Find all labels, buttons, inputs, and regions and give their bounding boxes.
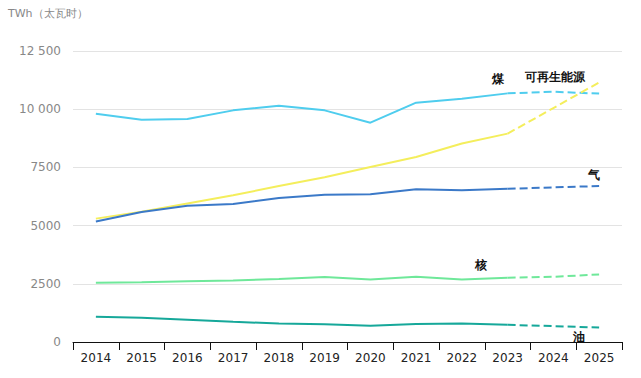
svg-text:5000: 5000 xyxy=(30,219,61,233)
svg-text:2015: 2015 xyxy=(126,351,157,365)
svg-text:7500: 7500 xyxy=(30,160,61,174)
svg-text:12 500: 12 500 xyxy=(19,44,61,58)
svg-text:煤: 煤 xyxy=(491,72,505,86)
svg-text:0: 0 xyxy=(53,335,61,349)
svg-text:2020: 2020 xyxy=(355,351,386,365)
svg-text:2500: 2500 xyxy=(30,277,61,291)
svg-text:可再生能源: 可再生能源 xyxy=(524,70,586,84)
svg-text:2023: 2023 xyxy=(492,351,523,365)
svg-text:2021: 2021 xyxy=(401,351,432,365)
svg-text:2022: 2022 xyxy=(447,351,478,365)
svg-text:核: 核 xyxy=(474,258,487,272)
svg-text:2019: 2019 xyxy=(309,351,340,365)
svg-text:2016: 2016 xyxy=(172,351,203,365)
svg-text:TWh（太瓦时）: TWh（太瓦时） xyxy=(7,7,88,20)
svg-text:10 000: 10 000 xyxy=(19,102,61,116)
svg-text:气: 气 xyxy=(587,168,600,182)
svg-text:油: 油 xyxy=(572,330,585,344)
svg-text:2025: 2025 xyxy=(584,351,615,365)
svg-text:2017: 2017 xyxy=(218,351,249,365)
svg-text:2014: 2014 xyxy=(81,351,112,365)
svg-text:2018: 2018 xyxy=(264,351,295,365)
svg-text:2024: 2024 xyxy=(538,351,569,365)
